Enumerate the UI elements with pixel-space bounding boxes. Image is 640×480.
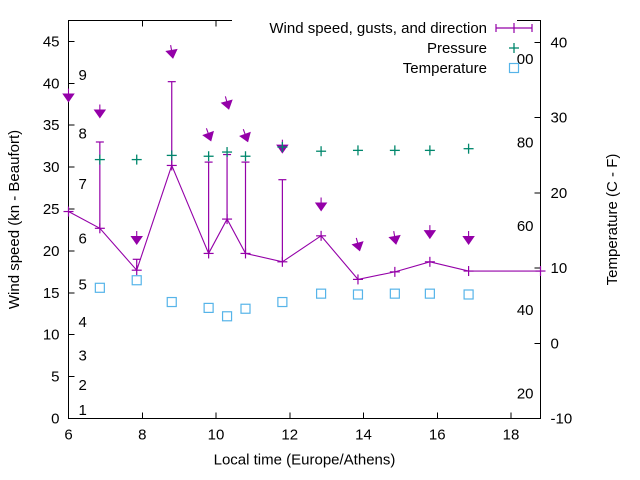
wind-direction-arrow xyxy=(462,231,475,245)
y-tick-label: 40 xyxy=(43,75,60,92)
pressure-marker xyxy=(166,150,177,161)
y-tick-label: 25 xyxy=(43,201,60,218)
beaufort-label: 6 xyxy=(79,230,87,247)
y-tick-label: 15 xyxy=(43,285,60,302)
wind-direction-arrow xyxy=(202,128,214,142)
wind-direction-arrow xyxy=(388,231,401,245)
temperature-marker xyxy=(166,296,177,308)
legend-background xyxy=(232,14,517,78)
wind-direction-arrow xyxy=(93,104,107,119)
beaufort-label: 4 xyxy=(79,314,87,331)
beaufort-scale-labels: 1 2 3 4 5 6 7 8 9 xyxy=(79,67,87,419)
pressure-marker xyxy=(424,145,435,156)
pressure-marker xyxy=(131,154,142,165)
y-tick-label: 30 xyxy=(43,159,60,176)
y-tick-label: 0 xyxy=(51,411,59,428)
wind-direction-arrow xyxy=(314,197,328,212)
y2-tick-label: 20 xyxy=(551,185,568,202)
temperature-marker xyxy=(203,302,214,313)
series-temperature xyxy=(94,275,474,322)
wind-direction-arrow xyxy=(220,96,233,110)
pressure-marker xyxy=(94,154,105,165)
wind-direction-arrow xyxy=(239,128,251,143)
y2-tick-label: 0 xyxy=(551,335,559,352)
beaufort-label: 7 xyxy=(79,176,87,193)
temperature-marker xyxy=(463,289,474,300)
temperature-marker xyxy=(240,303,251,314)
beaufort-label: 1 xyxy=(79,402,87,419)
plot-border xyxy=(68,20,541,419)
x-tick-label: 6 xyxy=(64,427,72,444)
axis-titles: Local time (Europe/Athens) Wind speed (kn… xyxy=(6,130,621,469)
wind-direction-arrow xyxy=(130,231,143,245)
y2-tick-label: 30 xyxy=(551,110,568,127)
wind-direction-arrow xyxy=(62,88,75,103)
fahrenheit-label: 20 xyxy=(517,386,534,403)
y2-tick-label: 10 xyxy=(551,260,568,277)
temperature-marker xyxy=(315,288,327,299)
y2-tick-label: -10 xyxy=(551,411,573,428)
fahrenheit-label: 40 xyxy=(517,302,534,319)
y-tick-label: 20 xyxy=(43,243,60,260)
x-tick-label: 10 xyxy=(208,427,225,444)
fahrenheit-label: 60 xyxy=(517,218,534,235)
temperature-marker xyxy=(131,275,142,286)
x-tick-label: 16 xyxy=(429,427,446,444)
wind-speed-line xyxy=(68,163,541,281)
legend-label-temperature: Temperature xyxy=(403,60,487,77)
pressure-marker xyxy=(240,151,251,162)
y2-tick-label: 40 xyxy=(551,34,568,51)
y-axis-title: Wind speed (kn - Beaufort) xyxy=(6,130,23,309)
temperature-marker xyxy=(94,282,105,293)
x-tick-label: 18 xyxy=(503,427,520,444)
x-tick-label: 8 xyxy=(138,427,146,444)
x-tick-label: 12 xyxy=(281,427,298,444)
x-axis-title: Local time (Europe/Athens) xyxy=(214,452,396,469)
temperature-marker xyxy=(389,288,400,299)
y-tick-label: 10 xyxy=(43,327,60,344)
wind-direction-arrow xyxy=(351,237,364,252)
temperature-marker xyxy=(221,311,233,322)
beaufort-label: 5 xyxy=(79,276,87,293)
y-tick-label: 35 xyxy=(43,117,60,134)
temperature-marker xyxy=(352,289,364,300)
pressure-marker xyxy=(463,143,474,154)
y2-axis-title: Temperature (C - F) xyxy=(604,154,621,286)
beaufort-label: 2 xyxy=(79,377,87,394)
wind-direction-arrow xyxy=(165,45,178,59)
y-tick-label: 45 xyxy=(43,33,60,50)
plot-frame xyxy=(68,20,541,419)
pressure-marker xyxy=(222,147,233,158)
pressure-marker xyxy=(277,142,288,153)
pressure-marker xyxy=(389,145,400,156)
beaufort-label: 3 xyxy=(79,348,87,365)
legend-label-pressure: Pressure xyxy=(427,40,487,57)
x-axis-ticks: 6 8 10 12 14 16 18 xyxy=(64,20,520,444)
series-wind-speed xyxy=(62,45,546,285)
y-tick-label: 5 xyxy=(51,369,59,386)
wind-direction-arrow xyxy=(423,225,437,240)
pressure-marker xyxy=(203,151,214,162)
legend-label-wind: Wind speed, gusts, and direction xyxy=(269,20,487,37)
temperature-marker xyxy=(424,288,435,299)
beaufort-label: 9 xyxy=(79,67,87,84)
series-pressure xyxy=(94,142,474,165)
temperature-marker xyxy=(277,296,288,308)
y2-axis-ticks: -10 0 10 20 30 40 xyxy=(534,34,573,428)
pressure-marker xyxy=(316,146,327,157)
fahrenheit-label: 80 xyxy=(517,134,534,151)
pressure-marker xyxy=(352,145,363,156)
chart-legend: Wind speed, gusts, and direction Pressure… xyxy=(232,14,533,78)
y-axis-ticks: 0 5 10 15 20 25 30 35 40 45 xyxy=(43,33,75,428)
x-tick-label: 14 xyxy=(355,427,372,444)
legend-marker-temperature xyxy=(508,62,520,74)
beaufort-label: 8 xyxy=(79,126,87,143)
